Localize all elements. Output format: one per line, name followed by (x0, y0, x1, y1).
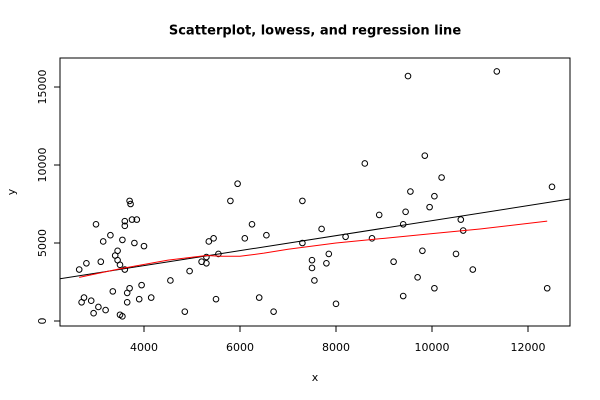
point (421, 152, 429, 159)
point (438, 174, 445, 181)
point (90, 309, 97, 317)
point (167, 277, 174, 284)
point (126, 197, 133, 205)
point (308, 264, 316, 272)
point (128, 216, 136, 223)
point (255, 294, 263, 301)
point (543, 284, 551, 292)
point (133, 216, 141, 223)
point (323, 259, 330, 267)
x-tick-label: 10000 (415, 341, 450, 354)
point (426, 203, 433, 211)
point (92, 220, 100, 228)
point (419, 247, 426, 255)
point (325, 250, 333, 258)
point (109, 288, 117, 295)
point (414, 274, 421, 281)
point (361, 160, 369, 167)
point (548, 183, 556, 191)
point (457, 216, 465, 223)
point (138, 281, 145, 289)
point (87, 297, 95, 305)
point (121, 217, 129, 225)
point (407, 188, 414, 195)
point (116, 261, 124, 269)
x-tick-label: 12000 (511, 341, 546, 354)
point (241, 235, 249, 242)
point (210, 235, 217, 242)
x-tick-label: 4000 (130, 341, 158, 354)
line (79, 220, 548, 278)
point (95, 303, 102, 311)
point (308, 256, 316, 264)
point (227, 197, 234, 205)
x-tick-label: 8000 (322, 341, 350, 354)
point (402, 208, 409, 216)
point (119, 313, 126, 320)
point (318, 225, 325, 233)
point (452, 250, 460, 258)
point (368, 235, 376, 242)
point (404, 72, 412, 80)
point (119, 236, 126, 244)
point (181, 308, 189, 315)
point (80, 294, 88, 301)
y-tick-label: 5000 (36, 229, 49, 257)
point (431, 192, 438, 200)
point (127, 200, 134, 208)
y-tick-label: 0 (36, 318, 49, 325)
point (97, 258, 105, 266)
plot-frame (59, 57, 571, 327)
point (147, 294, 155, 301)
point (75, 266, 83, 273)
point (126, 284, 133, 292)
point (107, 231, 114, 239)
point (203, 259, 210, 267)
point (203, 253, 210, 261)
point (123, 298, 131, 306)
point (390, 258, 397, 266)
point (493, 68, 501, 75)
point (114, 247, 121, 255)
y-axis-label: y (5, 188, 18, 195)
x-tick-label: 6000 (226, 341, 254, 354)
point (332, 300, 340, 308)
point (270, 308, 277, 315)
point (121, 222, 129, 230)
y-tick-label: 15000 (36, 70, 49, 105)
point (135, 295, 143, 303)
point (375, 211, 383, 219)
plot-area (60, 68, 570, 320)
point (212, 295, 220, 303)
point (469, 266, 477, 273)
point (311, 277, 318, 284)
point (263, 231, 270, 239)
point (102, 306, 109, 314)
point (234, 180, 241, 188)
point (140, 242, 148, 250)
point (399, 220, 407, 228)
point (431, 284, 438, 292)
point (399, 292, 407, 300)
x-axis-label: x (312, 371, 319, 384)
point (205, 238, 213, 245)
line (60, 198, 570, 280)
point (299, 239, 306, 247)
point (186, 267, 193, 275)
chart-title: Scatterplot, lowess, and regression line (169, 24, 461, 39)
point (83, 259, 90, 267)
point (131, 239, 138, 247)
point (299, 197, 306, 205)
y-tick-label: 10000 (36, 148, 49, 183)
point (99, 238, 107, 245)
point (248, 220, 256, 228)
